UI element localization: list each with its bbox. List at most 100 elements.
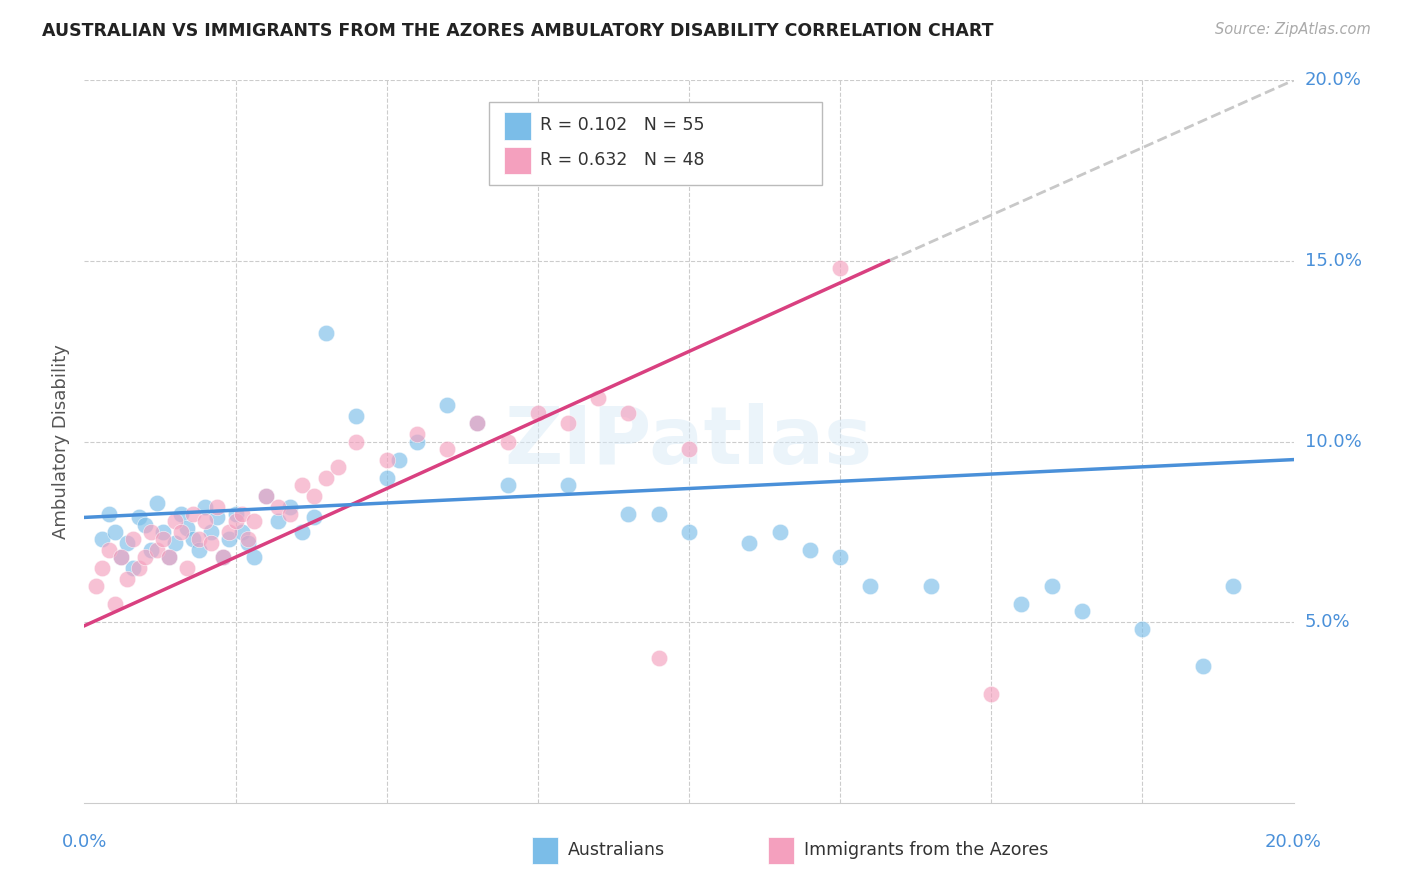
Point	[152, 524, 174, 539]
Point	[91, 532, 114, 546]
Point	[496, 478, 519, 492]
FancyBboxPatch shape	[489, 102, 823, 185]
Point	[738, 535, 761, 549]
Point	[588, 391, 610, 405]
Point	[859, 579, 882, 593]
Point	[104, 597, 127, 611]
Point	[188, 532, 211, 546]
Point	[194, 500, 217, 514]
Point	[278, 507, 301, 521]
Point	[648, 651, 671, 665]
Bar	[531, 837, 558, 864]
Bar	[503, 112, 530, 139]
Point	[436, 398, 458, 412]
Point	[170, 507, 193, 521]
Point	[375, 471, 398, 485]
Point	[1192, 658, 1215, 673]
Point	[328, 459, 350, 474]
Point	[375, 452, 398, 467]
Point	[225, 507, 247, 521]
Point	[302, 489, 325, 503]
Point	[104, 524, 127, 539]
Point	[980, 687, 1002, 701]
Point	[1040, 579, 1063, 593]
Point	[236, 532, 259, 546]
Point	[181, 507, 204, 521]
Point	[152, 532, 174, 546]
Point	[1071, 604, 1094, 618]
Text: 20.0%: 20.0%	[1265, 833, 1322, 851]
Point	[467, 417, 489, 431]
Point	[165, 535, 187, 549]
Point	[648, 507, 671, 521]
Point	[212, 550, 235, 565]
Text: AUSTRALIAN VS IMMIGRANTS FROM THE AZORES AMBULATORY DISABILITY CORRELATION CHART: AUSTRALIAN VS IMMIGRANTS FROM THE AZORES…	[42, 22, 994, 40]
Text: 15.0%: 15.0%	[1305, 252, 1361, 270]
Point	[557, 478, 579, 492]
Point	[467, 417, 489, 431]
Point	[291, 478, 314, 492]
Point	[830, 261, 852, 276]
Text: Australians: Australians	[568, 841, 665, 860]
Point	[278, 500, 301, 514]
Point	[496, 434, 519, 449]
Point	[527, 406, 550, 420]
Text: 5.0%: 5.0%	[1305, 613, 1350, 632]
Point	[315, 326, 337, 340]
Point	[236, 535, 259, 549]
Point	[231, 524, 253, 539]
Bar	[503, 147, 530, 174]
Point	[200, 535, 222, 549]
Point	[194, 514, 217, 528]
Point	[115, 572, 138, 586]
Point	[97, 542, 120, 557]
Point	[388, 452, 411, 467]
Point	[97, 507, 120, 521]
Text: R = 0.632   N = 48: R = 0.632 N = 48	[540, 151, 704, 169]
Point	[134, 550, 156, 565]
Point	[139, 524, 162, 539]
Point	[207, 500, 229, 514]
Point	[115, 535, 138, 549]
Point	[218, 532, 240, 546]
Point	[212, 550, 235, 565]
Point	[139, 542, 162, 557]
Point	[291, 524, 314, 539]
Text: 10.0%: 10.0%	[1305, 433, 1361, 450]
Point	[200, 524, 222, 539]
Point	[176, 521, 198, 535]
Point	[315, 471, 337, 485]
Point	[121, 561, 143, 575]
Point	[799, 542, 821, 557]
Point	[406, 427, 429, 442]
Y-axis label: Ambulatory Disability: Ambulatory Disability	[52, 344, 70, 539]
Point	[146, 496, 169, 510]
Point	[436, 442, 458, 456]
Point	[176, 561, 198, 575]
Point	[91, 561, 114, 575]
Point	[267, 514, 290, 528]
Point	[128, 510, 150, 524]
Point	[181, 532, 204, 546]
Point	[218, 524, 240, 539]
Point	[557, 417, 579, 431]
Point	[267, 500, 290, 514]
Point	[207, 510, 229, 524]
Point	[121, 532, 143, 546]
Text: Immigrants from the Azores: Immigrants from the Azores	[804, 841, 1049, 860]
Point	[188, 542, 211, 557]
Point	[165, 514, 187, 528]
Point	[254, 489, 277, 503]
Point	[128, 561, 150, 575]
Point	[157, 550, 180, 565]
Point	[920, 579, 942, 593]
Text: ZIPatlas: ZIPatlas	[505, 402, 873, 481]
Bar	[768, 837, 794, 864]
Point	[231, 507, 253, 521]
Point	[225, 514, 247, 528]
Point	[1011, 597, 1033, 611]
Point	[134, 517, 156, 532]
Point	[1222, 579, 1244, 593]
Text: R = 0.102   N = 55: R = 0.102 N = 55	[540, 116, 704, 134]
Point	[617, 507, 640, 521]
